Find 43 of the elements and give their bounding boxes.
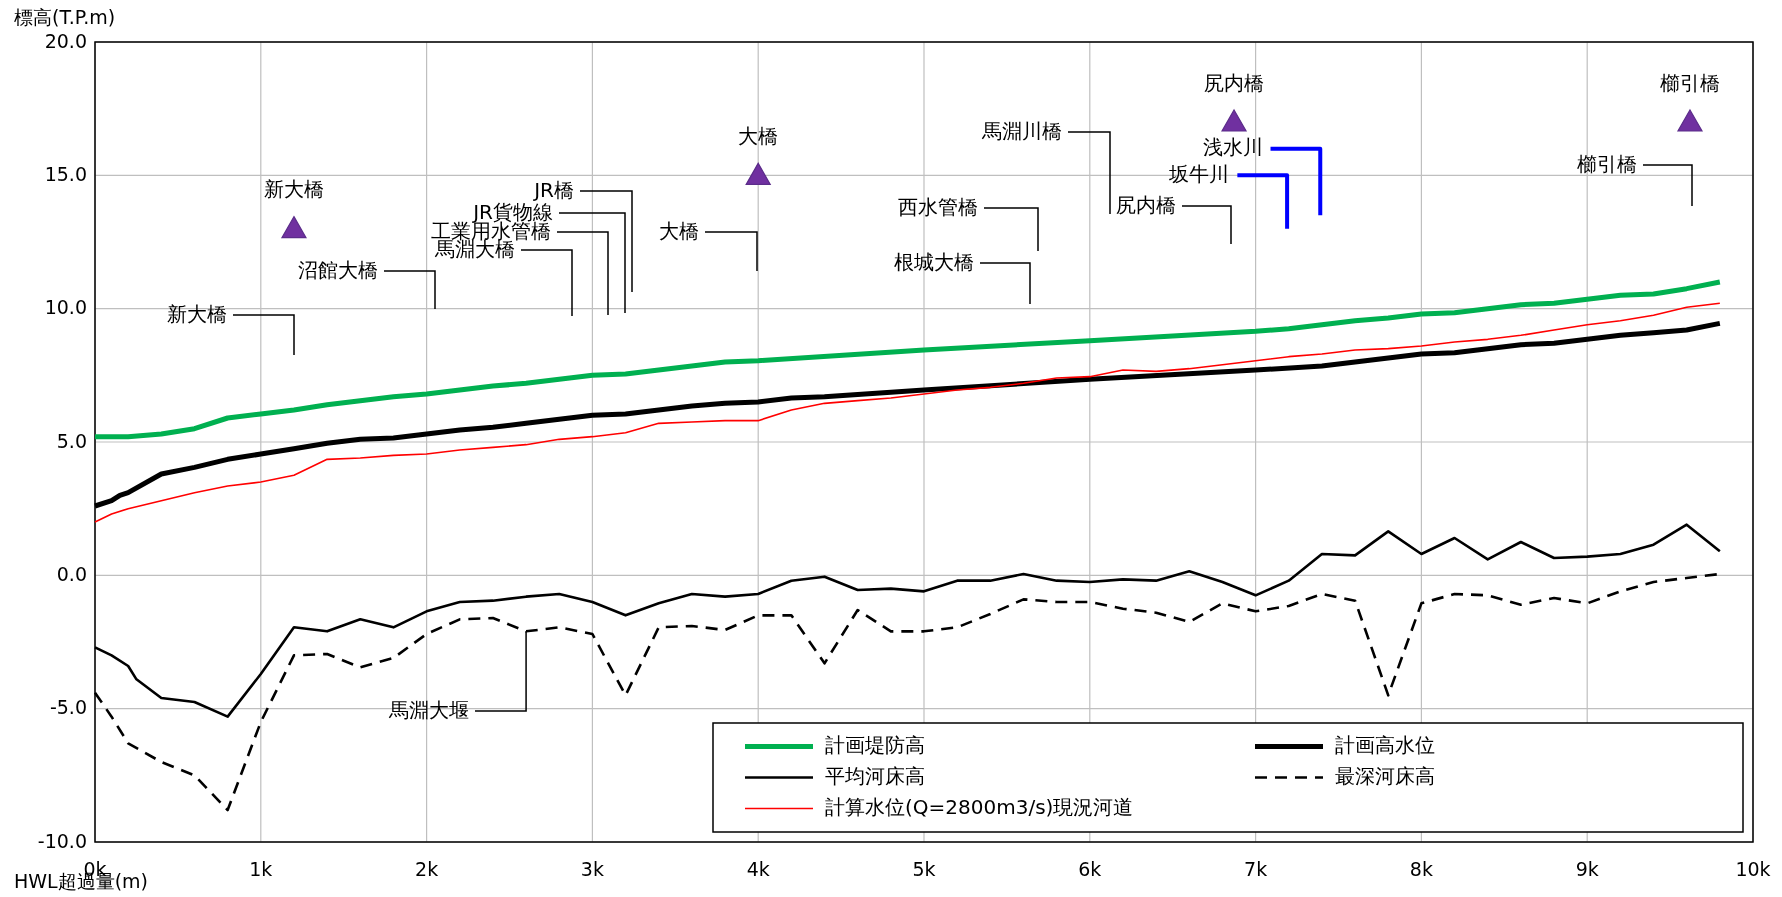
annotation: 沼館大橋 [298, 257, 378, 282]
y-tick-label: 15.0 [44, 162, 87, 185]
y-tick-label: 20.0 [44, 29, 87, 52]
annotation: 櫛引橋 [1577, 151, 1637, 176]
y-axis-title: 標高(T.P.m) [14, 5, 116, 28]
legend-label: 計画堤防高 [825, 733, 925, 757]
legend-label: 計画高水位 [1335, 733, 1435, 757]
annotation: 新大橋 [167, 301, 227, 326]
annotation: 尻内橋 [1116, 192, 1176, 217]
annotation: 西水管橋 [898, 194, 978, 219]
y-tick-label: 0.0 [56, 562, 87, 585]
x-tick-label: 4k [746, 857, 770, 880]
x-tick-label: 1k [249, 857, 273, 880]
annotation: JR橋 [532, 177, 574, 202]
data-label: 浅水川 [1202, 135, 1263, 160]
x-tick-label: 10k [1735, 857, 1771, 880]
data-label: 新大橋 [263, 177, 324, 202]
x-tick-label: 7k [1244, 857, 1268, 880]
data-label: 坂牛川 [1168, 161, 1230, 186]
point [1221, 109, 1247, 132]
legend-label: 平均河床高 [825, 764, 925, 788]
legend-label: 計算水位(Q=2800m3/s)現況河道 [825, 795, 1134, 819]
point [745, 162, 771, 185]
y-tick-label: 5.0 [56, 429, 87, 452]
y-tick-label: -10.0 [37, 829, 87, 852]
x-tick-label: 6k [1078, 857, 1102, 880]
legend-label: 最深河床高 [1335, 764, 1435, 788]
y-tick-label: -5.0 [49, 696, 87, 719]
point [281, 216, 307, 239]
data-label: 櫛引橋 [1660, 70, 1720, 95]
data-label: 尻内橋 [1204, 70, 1265, 95]
annotation: 馬淵大堰 [388, 697, 469, 722]
annotation: 大橋 [659, 218, 699, 243]
x-tick-label: 2k [415, 857, 439, 880]
x-tick-label: 9k [1575, 857, 1599, 880]
point [1677, 109, 1703, 132]
annotation: 根城大橋 [894, 249, 974, 274]
x-tick-label: 3k [580, 857, 604, 880]
annotation: 馬淵川橋 [981, 118, 1062, 143]
data-label: 大橋 [738, 123, 779, 148]
x-tick-label: 8k [1409, 857, 1433, 880]
x-tick-label: 5k [912, 857, 936, 880]
y-tick-label: 10.0 [44, 296, 87, 319]
